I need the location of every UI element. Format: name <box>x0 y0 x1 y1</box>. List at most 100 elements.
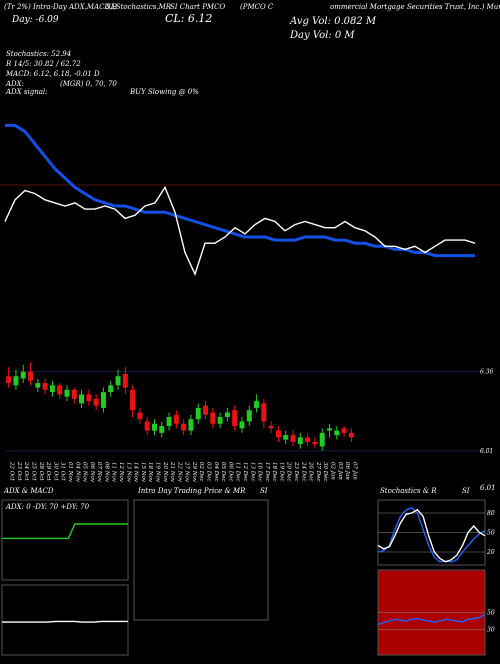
header-text: SI,Stochastics,MR <box>106 3 172 11</box>
x-tick-label: 13 Dec <box>249 462 255 482</box>
panel-title: Stochastics & R <box>380 487 437 495</box>
x-tick-label: 25 Oct <box>31 461 37 481</box>
header-text: ommercial Mortgage Securities Trust, Inc… <box>330 3 500 11</box>
candle-body <box>283 435 289 440</box>
x-tick-label: 30 Oct <box>52 462 58 481</box>
x-tick-label: 22 Oct <box>9 461 15 481</box>
x-tick-label: 27 Nov <box>184 461 190 483</box>
x-tick-label: 24 Oct <box>23 461 29 481</box>
series-line <box>377 508 486 563</box>
y-tick-label: 80 <box>487 510 495 517</box>
panel-subtitle: SI <box>462 487 470 495</box>
candle-body <box>195 407 201 420</box>
y-tick-label: 30 <box>487 627 495 634</box>
y-tick-label: 50 <box>487 610 495 617</box>
candle-body <box>173 414 179 424</box>
candle-body <box>13 376 19 386</box>
candle-body <box>137 412 143 420</box>
x-tick-label: 17 Dec <box>264 462 270 482</box>
x-tick-label: 07 Nov <box>96 462 102 483</box>
x-tick-label: 28 Oct <box>38 461 44 481</box>
x-tick-label: 16 Dec <box>257 462 263 482</box>
candle-body <box>166 416 172 427</box>
candle-body <box>35 383 41 388</box>
panel-subtitle: ADX: 0 -DY: 70 +DY: 70 <box>5 503 90 511</box>
candle-body <box>305 437 311 442</box>
x-tick-label: 06 Jan <box>344 462 350 480</box>
x-tick-label: 06 Dec <box>227 462 233 482</box>
price-label: 6.01 <box>480 484 496 492</box>
x-tick-label: 24 Dec <box>300 461 306 482</box>
candle-body <box>348 432 354 438</box>
candle-body <box>86 394 92 402</box>
adx-text: ADX: <box>5 80 24 88</box>
candle-body <box>297 437 303 445</box>
candle-body <box>290 435 296 442</box>
x-tick-label: 05 Dec <box>220 462 226 482</box>
series-line <box>5 123 475 258</box>
candle-body <box>224 412 230 417</box>
candle-body <box>151 423 157 431</box>
x-tick-label: 18 Dec <box>271 462 277 482</box>
panel-subtitle: SI <box>260 487 268 495</box>
candle-body <box>159 426 165 433</box>
header-text: SI Chart PMCO <box>170 3 225 11</box>
series-line <box>377 613 486 626</box>
x-tick-label: 29 Oct <box>45 461 51 481</box>
series-line <box>2 523 128 540</box>
candle-body <box>312 441 318 445</box>
header-text: (PMCO C <box>240 3 274 11</box>
candle-body <box>319 432 325 447</box>
x-tick-label: 26 Dec <box>308 461 314 482</box>
x-tick-label: 31 Oct <box>60 462 66 481</box>
x-tick-label: 07 Jan <box>351 462 357 480</box>
candle-body <box>239 421 245 429</box>
header-text: (Tr 2%) Intra-Day ADX,MACD,B <box>4 3 117 11</box>
candle-body <box>341 428 347 433</box>
rsi-text: R 14/5: 30.82 / 62.72 <box>5 60 81 68</box>
x-tick-label: 12 Nov <box>118 462 124 483</box>
x-tick-label: 19 Dec <box>278 462 284 482</box>
candle-body <box>334 430 340 436</box>
x-tick-label: 21 Nov <box>169 461 175 483</box>
x-tick-label: 11 Nov <box>111 462 117 483</box>
avg-volume: Avg Vol: 0.082 M <box>289 16 377 27</box>
candle-body <box>130 389 136 411</box>
panel-title: ADX & MACD <box>3 487 54 495</box>
candle-body <box>210 412 216 424</box>
x-tick-label: 27 Dec <box>315 461 321 482</box>
candle-body <box>232 410 238 427</box>
x-tick-label: 05 Nov <box>82 462 88 483</box>
candle-body <box>108 385 114 393</box>
candle-body <box>268 426 274 429</box>
macd-text: MACD: 6.12, 6.18, -0.01 D <box>5 70 100 78</box>
candle-body <box>246 410 252 422</box>
series-line <box>2 620 128 623</box>
x-tick-label: 15 Nov <box>140 462 146 483</box>
candle-body <box>57 385 63 395</box>
x-tick-label: 14 Nov <box>133 462 139 483</box>
candle-body <box>20 371 26 379</box>
x-tick-label: 01 Nov <box>67 462 73 483</box>
candle-body <box>49 385 55 393</box>
x-tick-label: 04 Dec <box>213 462 219 482</box>
x-tick-label: 22 Nov <box>176 461 182 483</box>
candle-body <box>6 376 12 384</box>
stoch-text: Stochastics: 52.94 <box>6 50 71 58</box>
candle-body <box>217 416 223 424</box>
x-tick-label: 03 Dec <box>206 462 212 482</box>
x-tick-label: 02 Jan <box>329 462 335 480</box>
candle-body <box>122 373 128 388</box>
x-tick-label: 19 Nov <box>154 462 160 483</box>
panel-title: Intra Day Trading Price & MR <box>137 487 246 495</box>
x-tick-label: 11 Dec <box>235 462 241 482</box>
candle-body <box>254 401 260 408</box>
day-change: Day: -6.09 <box>11 15 59 25</box>
candle-body <box>28 371 34 381</box>
y-tick-label: 50 <box>487 530 495 537</box>
candle-body <box>261 403 267 422</box>
candle-body <box>79 394 85 404</box>
series-line <box>377 506 486 563</box>
candle-body <box>42 383 48 390</box>
panel <box>133 499 269 621</box>
